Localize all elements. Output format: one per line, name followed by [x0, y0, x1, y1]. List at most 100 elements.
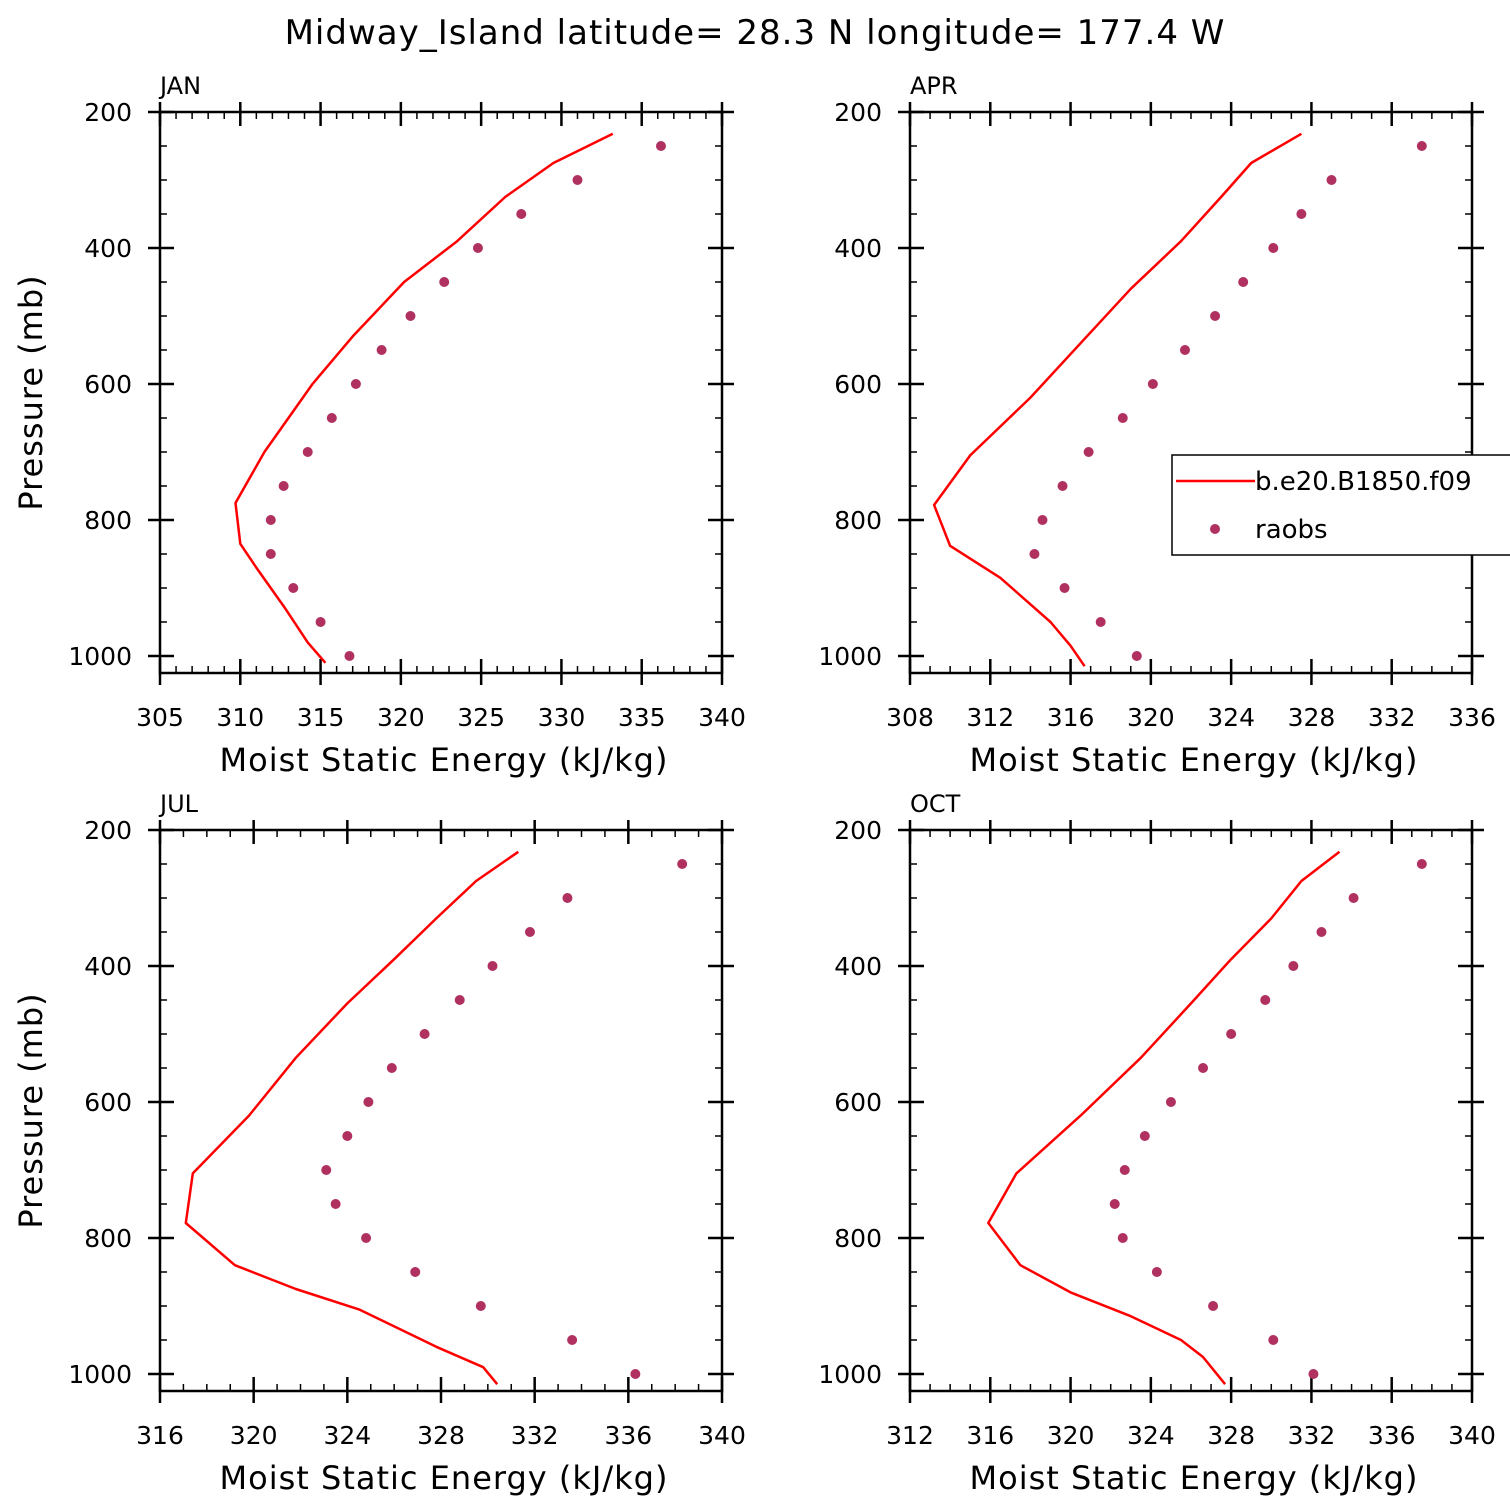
raobs-point	[472, 243, 483, 253]
x-axis-label: Moist Static Energy (kJ/kg)	[970, 741, 1419, 779]
raobs-point	[1147, 379, 1158, 389]
raobs-point	[288, 583, 299, 593]
raobs-point	[1308, 1369, 1319, 1379]
raobs-point	[1326, 175, 1337, 185]
raobs-point	[567, 1335, 578, 1345]
x-tick-label: 328	[1207, 1421, 1255, 1450]
raobs-point	[326, 413, 337, 423]
raobs-point	[524, 927, 535, 937]
model-profile-line	[987, 850, 1341, 1385]
x-tick-label: 305	[136, 703, 184, 732]
raobs-point	[361, 1233, 372, 1243]
x-tick-label: 330	[538, 703, 586, 732]
y-tick-label: 800	[834, 506, 882, 535]
chart-panel-jan: 305 310 315 320 325 330 335 340 200 400 600 800 1000…	[12, 72, 746, 779]
y-tick-label: 600	[84, 370, 132, 399]
raobs-point	[265, 549, 276, 559]
legend-label-obs: raobs	[1255, 515, 1328, 545]
x-tick-label: 328	[417, 1421, 465, 1450]
raobs-point	[439, 277, 450, 287]
raobs-point	[410, 1267, 421, 1277]
x-tick-label: 308	[886, 703, 934, 732]
raobs-point	[1037, 515, 1048, 525]
raobs-point	[655, 141, 666, 151]
x-tick-label: 324	[1127, 1421, 1175, 1450]
x-tick-label: 320	[1047, 1421, 1095, 1450]
x-tick-label: 332	[1368, 703, 1416, 732]
raobs-point	[1238, 277, 1249, 287]
raobs-point	[1083, 447, 1094, 457]
raobs-point	[321, 1165, 332, 1175]
chart-panel-apr: 308 312 316 320 324 328 332 336 200 400 600 800 1000…	[818, 72, 1495, 779]
x-tick-label: 320	[377, 703, 425, 732]
y-tick-label: 800	[84, 1224, 132, 1253]
chart-panel-jul: 316 320 324 328 332 336 340 200 400 600 800 1000 JUL…	[12, 790, 746, 1497]
y-tick-label: 600	[84, 1088, 132, 1117]
x-tick-label: 312	[966, 703, 1014, 732]
x-tick-label: 324	[323, 1421, 371, 1450]
raobs-point	[1095, 617, 1106, 627]
raobs-point	[1109, 1199, 1120, 1209]
x-tick-label: 332	[1288, 1421, 1336, 1450]
x-tick-label: 316	[1047, 703, 1095, 732]
plot-frame	[908, 828, 1474, 1393]
raobs-point	[1165, 1097, 1176, 1107]
raobs-point	[572, 175, 583, 185]
y-tick-label: 1000	[818, 1360, 882, 1389]
y-tick-label: 200	[834, 98, 882, 127]
x-tick-label: 340	[698, 1421, 746, 1450]
model-profile-line	[932, 132, 1303, 667]
x-tick-label: 312	[886, 1421, 934, 1450]
legend-box	[1171, 454, 1510, 556]
model-profile-line	[184, 850, 520, 1385]
y-axis-label: Pressure (mb)	[12, 274, 50, 510]
raobs-point	[1117, 413, 1128, 423]
x-axis-label: Moist Static Energy (kJ/kg)	[220, 1459, 669, 1497]
raobs-point	[487, 961, 498, 971]
panel-label: JAN	[158, 72, 201, 100]
raobs-point	[405, 311, 416, 321]
raobs-point	[1416, 141, 1427, 151]
raobs-point	[1296, 209, 1307, 219]
raobs-point	[265, 515, 276, 525]
raobs-point	[1260, 995, 1271, 1005]
x-tick-label: 332	[511, 1421, 559, 1450]
x-tick-label: 335	[618, 703, 666, 732]
figure-title: Midway_Island latitude= 28.3 N longitude…	[285, 13, 1226, 53]
y-tick-label: 200	[84, 98, 132, 127]
raobs-point	[1117, 1233, 1128, 1243]
y-tick-label: 200	[834, 816, 882, 845]
raobs-point	[344, 651, 355, 661]
raobs-point	[1029, 549, 1040, 559]
panels: 305 310 315 320 325 330 335 340 200 400 600 800 1000…	[12, 72, 1496, 1497]
raobs-point	[315, 617, 326, 627]
raobs-point	[1151, 1267, 1162, 1277]
x-tick-label: 310	[216, 703, 264, 732]
model-profile-line	[234, 132, 614, 664]
panel-label: JUL	[158, 790, 199, 818]
raobs-point	[363, 1097, 374, 1107]
x-tick-label: 340	[698, 703, 746, 732]
panel-label: OCT	[910, 790, 961, 818]
raobs-point	[386, 1063, 397, 1073]
raobs-point	[1316, 927, 1327, 937]
raobs-point	[1057, 481, 1068, 491]
x-tick-label: 328	[1288, 703, 1336, 732]
y-tick-label: 400	[84, 234, 132, 263]
raobs-point	[1288, 961, 1299, 971]
plot-frame	[908, 110, 1474, 675]
x-tick-label: 320	[230, 1421, 278, 1450]
x-tick-label: 325	[457, 703, 505, 732]
x-tick-label: 320	[1127, 703, 1175, 732]
y-tick-label: 800	[834, 1224, 882, 1253]
y-tick-label: 1000	[818, 642, 882, 671]
plot-frame	[158, 110, 724, 675]
y-tick-label: 600	[834, 370, 882, 399]
panel-label: APR	[910, 72, 958, 100]
x-tick-label: 315	[297, 703, 345, 732]
x-tick-label: 336	[1448, 703, 1496, 732]
y-tick-label: 400	[834, 952, 882, 981]
x-tick-label: 316	[136, 1421, 184, 1450]
raobs-point	[1119, 1165, 1130, 1175]
y-tick-label: 600	[834, 1088, 882, 1117]
